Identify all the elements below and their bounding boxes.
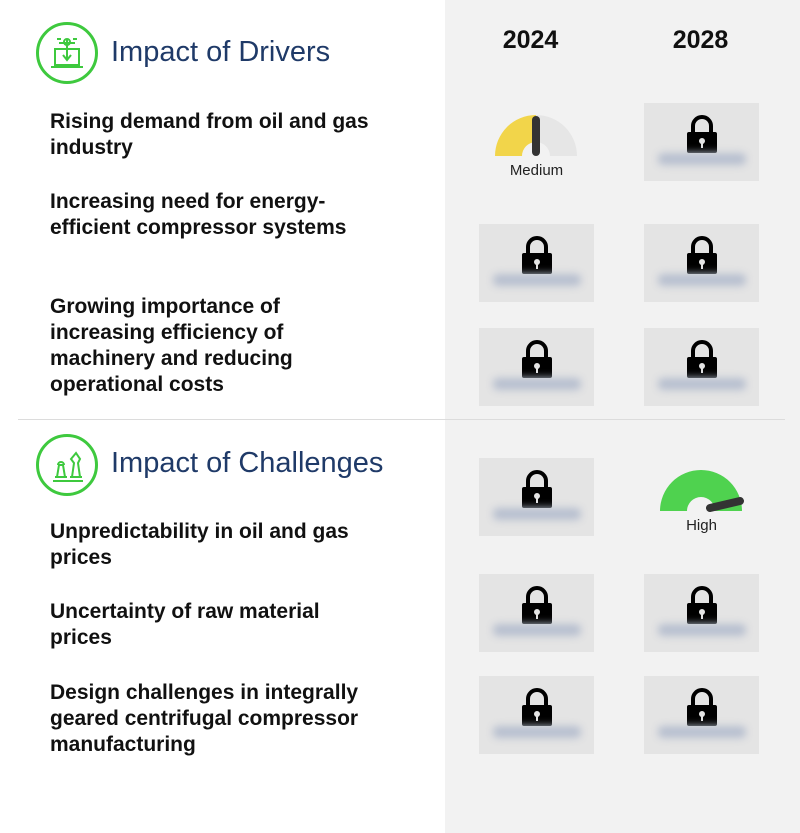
- gauge-label: Medium: [509, 162, 564, 179]
- challenges-title: Impact of Challenges: [111, 447, 384, 479]
- section-divider: [18, 419, 785, 420]
- locked-content[interactable]: [479, 676, 594, 754]
- blurred-text: [658, 274, 746, 286]
- locked-content[interactable]: [644, 224, 759, 302]
- challenge-item: Design challenges in integrally geared c…: [50, 681, 359, 756]
- blurred-text: [493, 726, 581, 738]
- gauge-label: High: [686, 517, 717, 534]
- impact-gauge-high: High: [644, 465, 759, 545]
- year-header-2028: 2028: [672, 26, 729, 54]
- locked-content[interactable]: [644, 574, 759, 652]
- drivers-title: Impact of Drivers: [111, 36, 331, 68]
- locked-content[interactable]: [644, 103, 759, 181]
- driver-item: Growing importance of increasing efficie…: [50, 295, 293, 396]
- year-header-2024: 2024: [502, 26, 559, 54]
- blurred-text: [493, 274, 581, 286]
- blurred-text: [658, 153, 746, 165]
- laptop-circuit-icon: [36, 22, 98, 84]
- blurred-text: [493, 624, 581, 636]
- locked-content[interactable]: [479, 458, 594, 536]
- locked-content[interactable]: [479, 328, 594, 406]
- locked-content[interactable]: [644, 328, 759, 406]
- blurred-text: [658, 378, 746, 390]
- locked-content[interactable]: [479, 224, 594, 302]
- challenge-item: Uncertainty of raw material prices: [50, 600, 320, 649]
- locked-content[interactable]: [479, 574, 594, 652]
- challenge-item: Unpredictability in oil and gas prices: [50, 520, 349, 569]
- chess-pieces-icon: [36, 434, 98, 496]
- blurred-text: [493, 508, 581, 520]
- blurred-text: [658, 726, 746, 738]
- impact-gauge-medium: Medium: [479, 110, 594, 190]
- blurred-text: [658, 624, 746, 636]
- driver-item: Increasing need for energy-efficient com…: [50, 190, 347, 239]
- blurred-text: [493, 378, 581, 390]
- locked-content[interactable]: [644, 676, 759, 754]
- driver-item: Rising demand from oil and gas industry: [50, 110, 369, 159]
